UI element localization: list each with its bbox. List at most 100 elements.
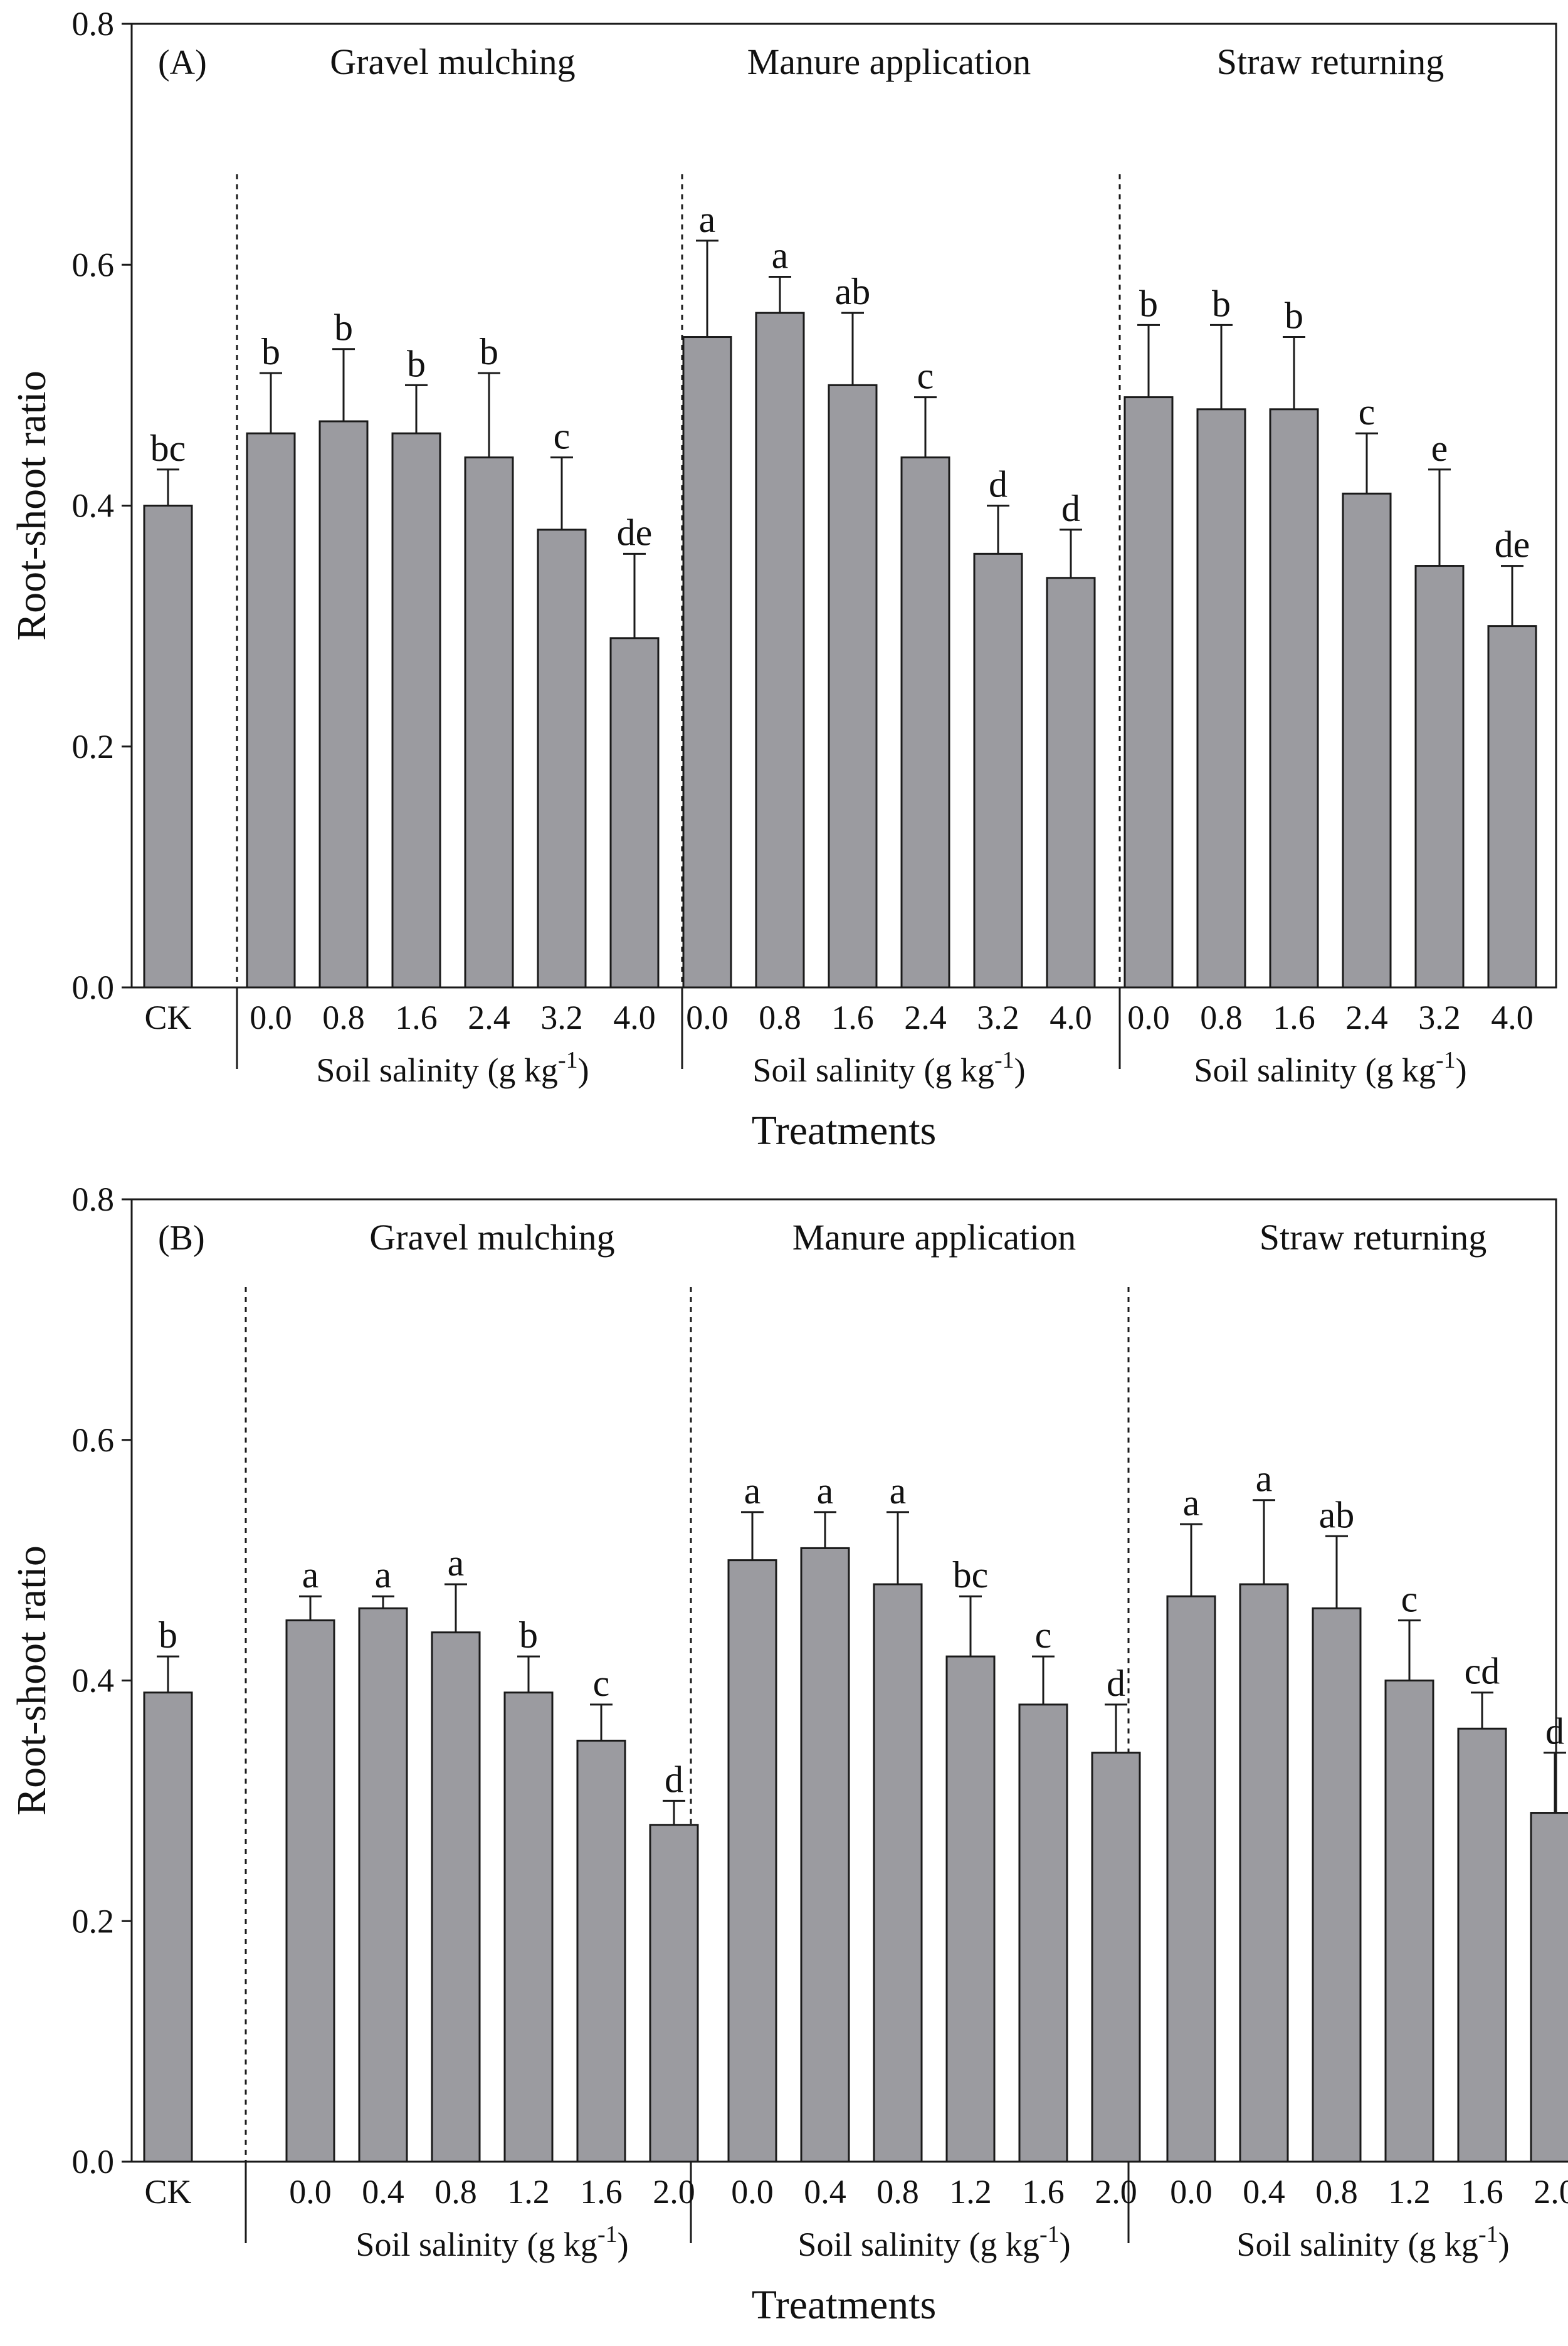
group1-salinity-4-bar (576, 1739, 626, 2163)
y-tick-label: 0.0 (72, 2143, 115, 2180)
salinity-axis-label: Soil salinity (g kg-1) (1236, 2221, 1509, 2263)
y-tick-label: 0.6 (72, 246, 115, 283)
group1-salinity-1-significance-letter: b (334, 307, 353, 349)
group-title-gravel-mulching: Gravel mulching (330, 41, 575, 82)
x-axis-title: Treatments (752, 1108, 937, 1154)
salinity-label-close: ) (578, 1051, 589, 1089)
group2-salinity-5-significance-letter: d (1061, 488, 1080, 529)
salinity-label-superscript: -1 (597, 2221, 618, 2248)
salinity-label-superscript: -1 (1478, 2221, 1498, 2248)
group1-salinity-3-significance-letter: b (519, 1614, 538, 1656)
group2-salinity-4-x-tick-label: 1.6 (1022, 2173, 1065, 2211)
group3-salinity-0-significance-letter: a (1183, 1482, 1200, 1523)
group1-salinity-0-x-tick-label: 0.0 (289, 2173, 332, 2211)
group2-salinity-1-bar (800, 1547, 850, 2163)
group2-salinity-3-x-tick-label: 1.2 (949, 2173, 992, 2211)
group3-salinity-5-bar (1487, 625, 1537, 989)
group2-salinity-2-significance-letter: a (890, 1470, 907, 1512)
group1-salinity-0-bar (285, 1619, 335, 2163)
group3-salinity-0-bar (1123, 396, 1174, 989)
group3-salinity-1-x-tick-label: 0.8 (1200, 999, 1243, 1036)
group3-salinity-4-x-tick-label: 1.6 (1461, 2173, 1503, 2211)
group1-salinity-0-x-tick-label: 0.0 (250, 999, 292, 1036)
ck-bar (143, 1691, 193, 2163)
group3-salinity-3-bar (1342, 492, 1392, 989)
group3-salinity-5-x-tick-label: 4.0 (1491, 999, 1534, 1036)
group2-salinity-2-significance-letter: ab (835, 271, 871, 312)
group3-salinity-1-significance-letter: b (1212, 283, 1231, 324)
group2-salinity-4-significance-letter: c (1035, 1614, 1052, 1656)
group2-salinity-3-bar (945, 1655, 996, 2163)
salinity-label-text: Soil salinity (g kg (355, 2226, 597, 2263)
group3-salinity-4-bar (1457, 1727, 1507, 2163)
group2-salinity-1-x-tick-label: 0.8 (759, 999, 801, 1036)
group1-salinity-1-significance-letter: a (375, 1554, 392, 1596)
group2-salinity-3-x-tick-label: 2.4 (904, 999, 947, 1036)
group3-salinity-0-x-tick-label: 0.0 (1127, 999, 1170, 1036)
x-axis-title: Treatments (752, 2282, 937, 2328)
salinity-axis-label: Soil salinity (g kg-1) (316, 1047, 589, 1089)
salinity-axis-label: Soil salinity (g kg-1) (752, 1047, 1025, 1089)
group2-salinity-3-significance-letter: c (917, 355, 934, 397)
ck-bar (143, 505, 193, 989)
group3-salinity-0-bar (1166, 1595, 1216, 2163)
group2-salinity-3-bar (900, 456, 950, 989)
group1-salinity-5-bar (609, 637, 660, 989)
group1-salinity-0-significance-letter: a (302, 1554, 319, 1596)
group1-salinity-1-bar (358, 1607, 408, 2163)
group1-salinity-4-significance-letter: c (593, 1663, 610, 1704)
ck-significance-letter: b (159, 1614, 177, 1656)
group1-salinity-4-significance-letter: c (554, 416, 571, 457)
group3-salinity-5-x-tick-label: 2.0 (1534, 2173, 1568, 2211)
y-tick-label: 0.2 (72, 1902, 115, 1940)
group2-salinity-5-bar (1091, 1752, 1141, 2163)
y-tick-label: 0.2 (72, 728, 115, 765)
group1-salinity-3-bar (464, 456, 514, 989)
chart-panel-b: 0.0 0.2 0.4 0.6 0.8 Root-shoot ratio (B) b CK a 0.… (9, 1181, 1568, 2328)
group1-salinity-3-significance-letter: b (480, 331, 498, 372)
group2-salinity-5-bar (1046, 577, 1096, 989)
group1-salinity-1-x-tick-label: 0.4 (362, 2173, 404, 2211)
ck-x-tick-label: CK (144, 999, 191, 1036)
panel-label: (B) (158, 1219, 205, 1258)
group1-salinity-2-significance-letter: a (448, 1542, 465, 1584)
group3-salinity-2-significance-letter: ab (1319, 1494, 1355, 1535)
group3-salinity-5-significance-letter: d (1545, 1711, 1564, 1752)
group2-salinity-5-significance-letter: d (1107, 1663, 1125, 1704)
group3-salinity-1-bar (1239, 1583, 1289, 2163)
group1-salinity-5-x-tick-label: 2.0 (653, 2173, 695, 2211)
group2-salinity-1-significance-letter: a (772, 234, 789, 276)
group2-salinity-0-significance-letter: a (699, 199, 716, 240)
group1-salinity-1-x-tick-label: 0.8 (322, 999, 365, 1036)
group1-salinity-2-bar (391, 432, 441, 989)
y-axis-title: Root-shoot ratio (9, 371, 55, 641)
group1-salinity-4-x-tick-label: 3.2 (540, 999, 583, 1036)
group2-salinity-2-x-tick-label: 1.6 (831, 999, 874, 1036)
salinity-label-text: Soil salinity (g kg (752, 1051, 994, 1089)
group1-salinity-0-significance-letter: b (261, 331, 280, 372)
salinity-label-text: Soil salinity (g kg (797, 2226, 1039, 2263)
group3-salinity-2-bar (1269, 408, 1319, 989)
salinity-label-text: Soil salinity (g kg (316, 1051, 558, 1089)
salinity-label-text: Soil salinity (g kg (1194, 1051, 1436, 1089)
group3-salinity-1-x-tick-label: 0.4 (1243, 2173, 1285, 2211)
group2-salinity-2-x-tick-label: 0.8 (876, 2173, 919, 2211)
group1-salinity-2-bar (431, 1631, 481, 2163)
group1-salinity-1-bar (318, 420, 369, 989)
y-tick-label: 0.4 (72, 1662, 115, 1700)
group1-salinity-3-bar (503, 1691, 554, 2163)
y-tick-label: 0.6 (72, 1421, 115, 1459)
group2-salinity-0-bar (727, 1559, 777, 2163)
group1-salinity-3-x-tick-label: 1.2 (507, 2173, 550, 2211)
group3-salinity-3-significance-letter: c (1359, 391, 1376, 433)
group2-salinity-1-bar (755, 312, 805, 989)
group3-salinity-0-significance-letter: b (1139, 283, 1158, 324)
y-tick-label: 0.4 (72, 487, 115, 525)
salinity-label-close: ) (1014, 1051, 1026, 1089)
salinity-axis-label: Soil salinity (g kg-1) (355, 2221, 628, 2263)
group1-salinity-3-x-tick-label: 2.4 (468, 999, 510, 1036)
salinity-label-close: ) (1060, 2226, 1071, 2263)
salinity-label-close: ) (1456, 1051, 1467, 1089)
group2-salinity-1-significance-letter: a (817, 1470, 834, 1512)
group3-salinity-2-x-tick-label: 0.8 (1315, 2173, 1358, 2211)
